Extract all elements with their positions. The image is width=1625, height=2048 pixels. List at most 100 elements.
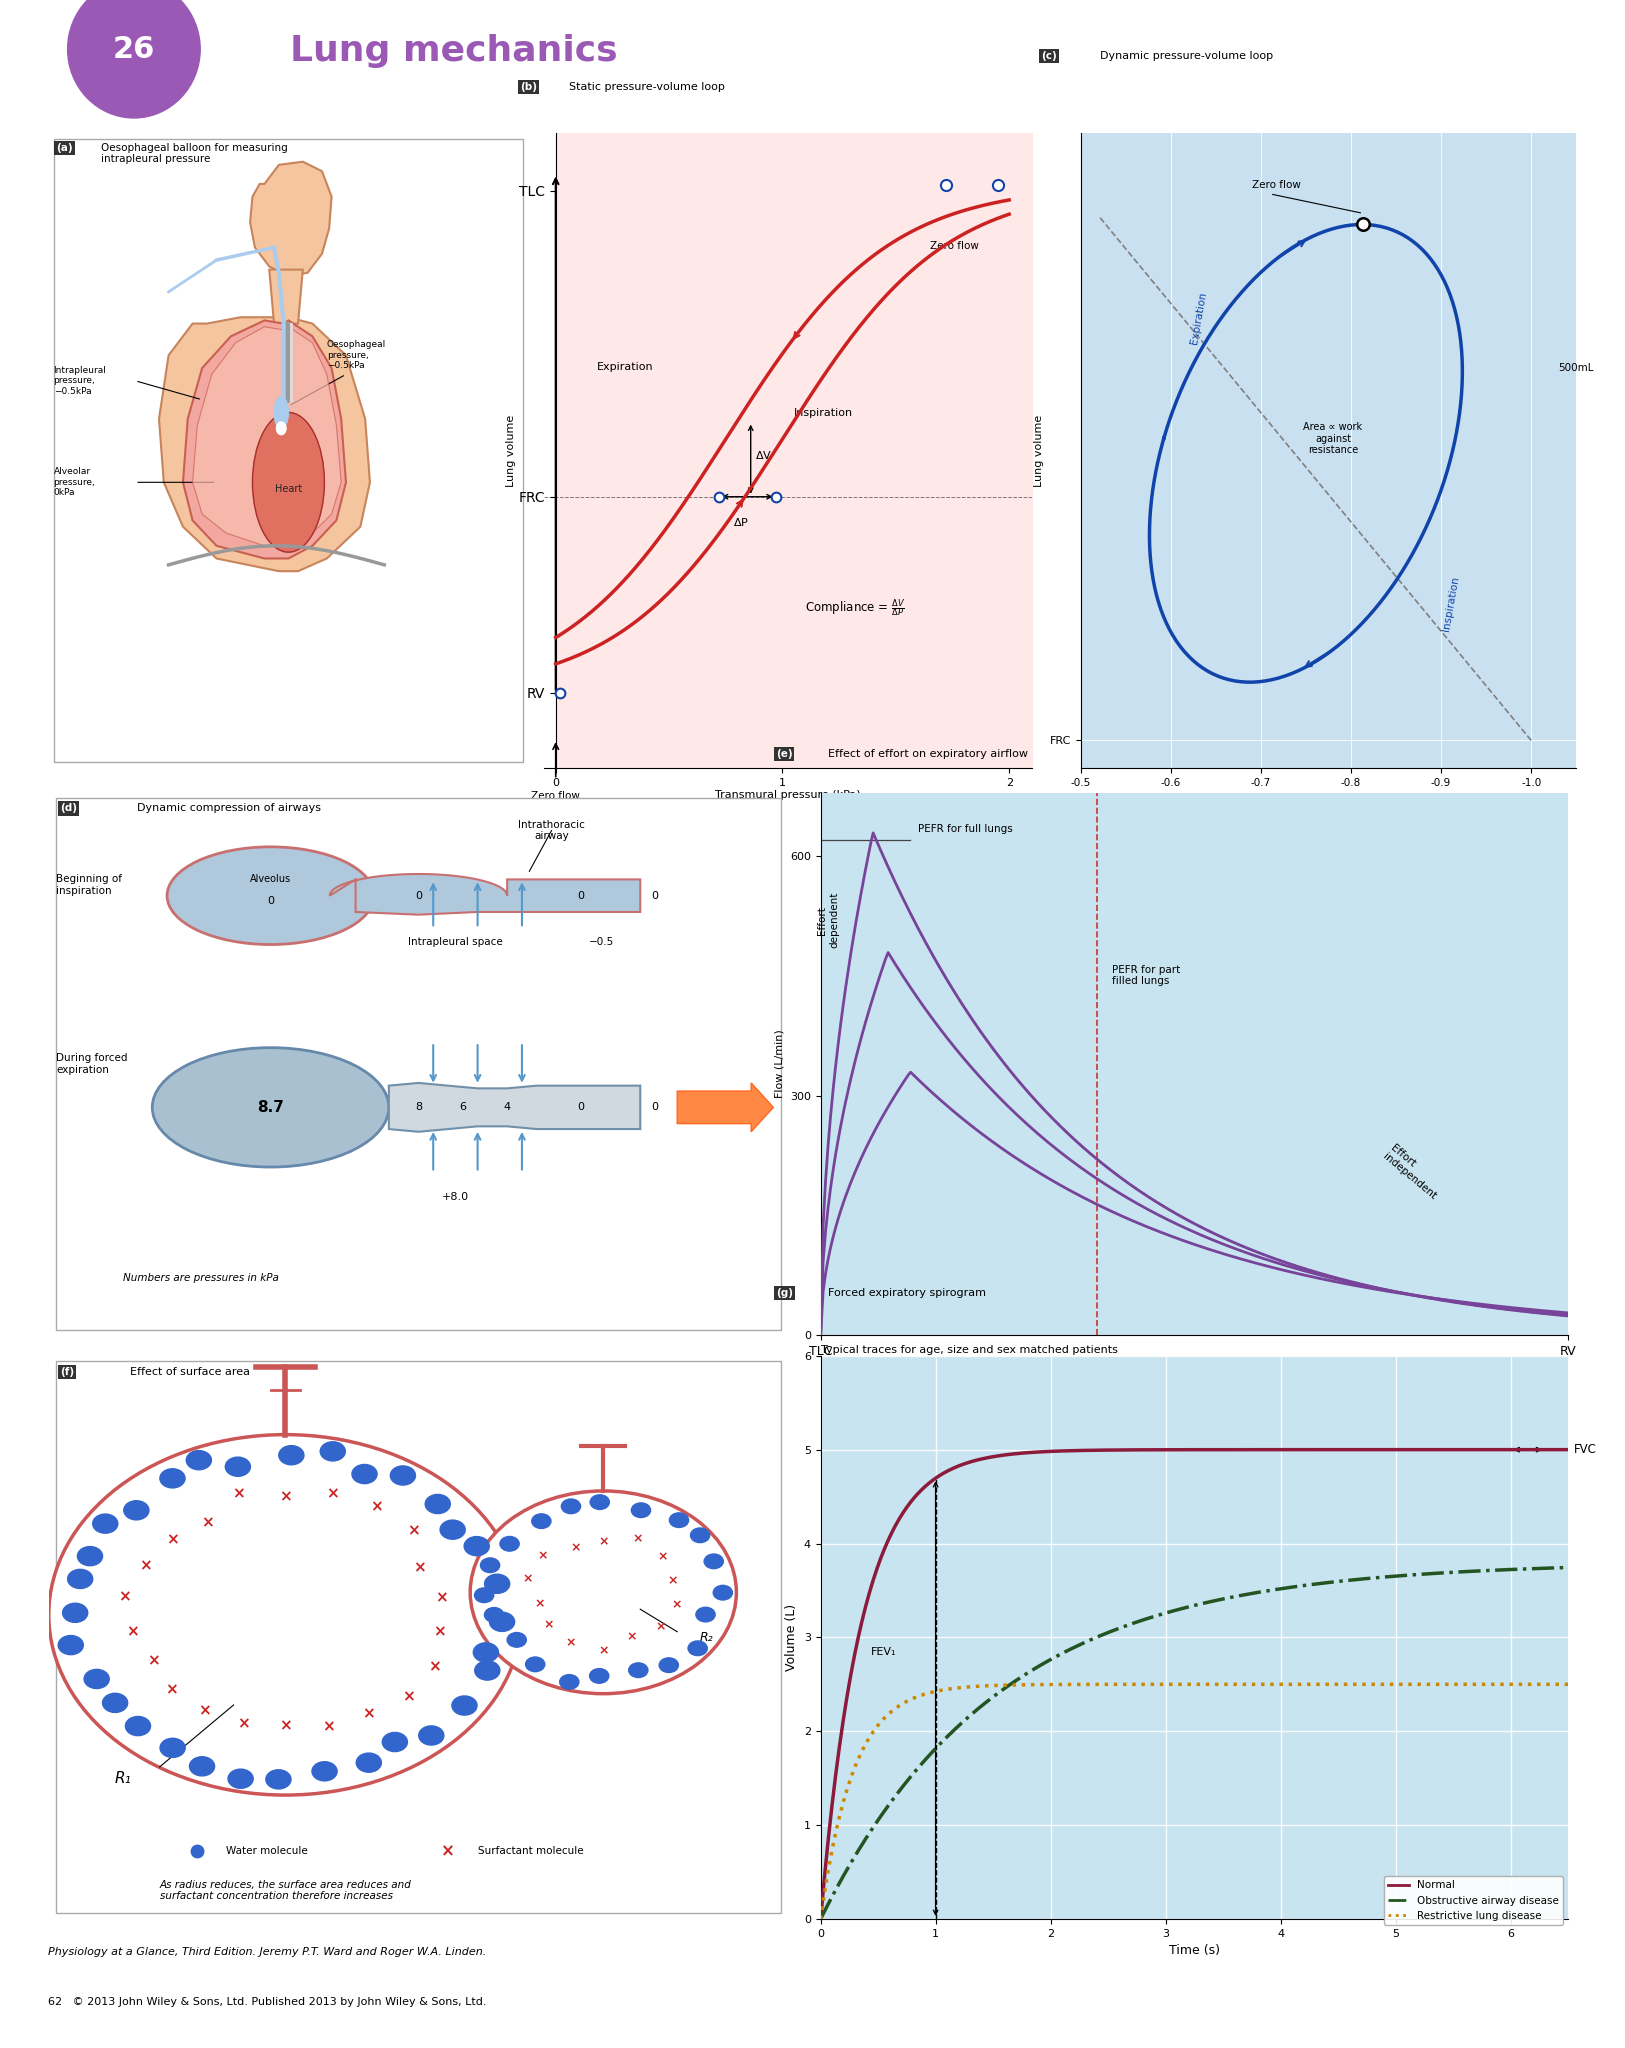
- Circle shape: [489, 1612, 515, 1632]
- Text: As radius reduces, the surface area reduces and
surfactant concentration therefo: As radius reduces, the surface area redu…: [159, 1880, 411, 1901]
- Y-axis label: Lung volume: Lung volume: [1034, 414, 1043, 487]
- Circle shape: [426, 1495, 450, 1513]
- Circle shape: [452, 1696, 478, 1714]
- Text: Area ∝ work
against
resistance: Area ∝ work against resistance: [1303, 422, 1362, 455]
- Text: (e): (e): [775, 750, 793, 760]
- Text: −0.5: −0.5: [588, 936, 614, 946]
- Ellipse shape: [252, 412, 325, 553]
- Text: ×: ×: [598, 1536, 608, 1548]
- Text: 0: 0: [414, 891, 422, 901]
- Text: $\Delta$V: $\Delta$V: [756, 449, 772, 461]
- Polygon shape: [184, 319, 346, 559]
- Text: Zero flow: Zero flow: [531, 791, 580, 801]
- Text: Lung mechanics: Lung mechanics: [289, 35, 618, 68]
- Text: ×: ×: [535, 1597, 546, 1610]
- Text: Intrapleural space: Intrapleural space: [408, 936, 502, 946]
- Circle shape: [280, 1446, 304, 1464]
- Circle shape: [691, 1528, 710, 1542]
- Text: Surfactant molecule: Surfactant molecule: [478, 1847, 583, 1855]
- Circle shape: [187, 1450, 211, 1470]
- Text: (g): (g): [775, 1288, 793, 1298]
- Text: Intrathoracic
airway: Intrathoracic airway: [518, 819, 585, 842]
- Text: Alveolar
pressure,
0kPa: Alveolar pressure, 0kPa: [54, 467, 96, 498]
- Text: Effect of surface area: Effect of surface area: [130, 1368, 250, 1376]
- Circle shape: [481, 1559, 500, 1573]
- Text: Effort
independent: Effort independent: [1381, 1143, 1446, 1202]
- Text: ×: ×: [566, 1636, 577, 1651]
- Text: 0: 0: [577, 891, 585, 901]
- Circle shape: [312, 1761, 336, 1782]
- Text: 0: 0: [266, 897, 275, 905]
- Text: 0: 0: [652, 1102, 658, 1112]
- Text: FVC: FVC: [1575, 1444, 1597, 1456]
- Text: ×: ×: [413, 1561, 426, 1575]
- Text: $\Delta$P: $\Delta$P: [733, 516, 749, 528]
- X-axis label: Time (s): Time (s): [1168, 1944, 1220, 1958]
- Text: ×: ×: [538, 1548, 548, 1563]
- Text: ×: ×: [544, 1618, 554, 1632]
- Circle shape: [320, 1442, 346, 1460]
- Text: Oesophageal balloon for measuring
intrapleural pressure: Oesophageal balloon for measuring intrap…: [101, 143, 288, 164]
- Circle shape: [507, 1632, 526, 1647]
- Circle shape: [124, 1501, 150, 1520]
- Circle shape: [500, 1536, 518, 1550]
- Text: 8: 8: [414, 1102, 422, 1112]
- Text: Dynamic pressure-volume loop: Dynamic pressure-volume loop: [1100, 51, 1274, 61]
- Text: ×: ×: [403, 1690, 416, 1704]
- Text: ×: ×: [406, 1524, 419, 1538]
- Circle shape: [590, 1669, 609, 1683]
- Circle shape: [632, 1503, 650, 1518]
- Circle shape: [473, 1642, 499, 1663]
- Text: (b): (b): [520, 82, 536, 92]
- Text: ×: ×: [237, 1716, 250, 1731]
- Text: ×: ×: [626, 1630, 637, 1642]
- Y-axis label: Lung volume: Lung volume: [505, 414, 515, 487]
- Circle shape: [190, 1757, 214, 1776]
- Circle shape: [276, 422, 286, 434]
- Ellipse shape: [153, 1049, 388, 1167]
- Text: ×: ×: [436, 1589, 448, 1606]
- Circle shape: [382, 1733, 408, 1751]
- Circle shape: [525, 1657, 544, 1671]
- Circle shape: [159, 1739, 185, 1757]
- Text: PEFR for full lungs: PEFR for full lungs: [918, 823, 1012, 834]
- X-axis label: Intrapleural pressure (kPa): Intrapleural pressure (kPa): [1254, 793, 1402, 803]
- Text: ×: ×: [125, 1624, 138, 1638]
- Text: Effort
dependent: Effort dependent: [817, 893, 838, 948]
- Text: ×: ×: [440, 1843, 455, 1860]
- Text: Inspiration: Inspiration: [1441, 575, 1461, 633]
- Text: ×: ×: [570, 1542, 580, 1554]
- Polygon shape: [330, 874, 640, 915]
- Text: ×: ×: [232, 1487, 245, 1501]
- Text: ×: ×: [362, 1706, 375, 1720]
- Text: 26: 26: [112, 35, 154, 63]
- Circle shape: [84, 1669, 109, 1688]
- Text: ×: ×: [166, 1532, 179, 1548]
- Text: (f): (f): [60, 1368, 75, 1376]
- Circle shape: [474, 1587, 494, 1602]
- Y-axis label: Flow (L/min): Flow (L/min): [775, 1030, 785, 1098]
- Circle shape: [470, 1491, 736, 1694]
- Text: ×: ×: [632, 1532, 642, 1544]
- Circle shape: [125, 1716, 151, 1735]
- Circle shape: [440, 1520, 465, 1540]
- Text: ×: ×: [202, 1516, 213, 1530]
- Text: 500mL: 500mL: [1558, 362, 1594, 373]
- Circle shape: [353, 1464, 377, 1483]
- Text: Zero flow: Zero flow: [1251, 180, 1300, 190]
- Circle shape: [561, 1499, 580, 1513]
- Text: Zero flow: Zero flow: [929, 240, 978, 250]
- Text: Oesophageal
pressure,
−0.5kPa: Oesophageal pressure, −0.5kPa: [327, 340, 387, 371]
- Text: Water molecule: Water molecule: [226, 1847, 309, 1855]
- Text: ×: ×: [322, 1718, 335, 1735]
- Text: Alveolus: Alveolus: [250, 874, 291, 885]
- Circle shape: [226, 1456, 250, 1477]
- Text: (d): (d): [60, 803, 76, 813]
- Polygon shape: [192, 328, 341, 545]
- Text: Expiration: Expiration: [596, 362, 653, 373]
- Text: 8.7: 8.7: [257, 1100, 284, 1114]
- Text: 0: 0: [652, 891, 658, 901]
- FancyArrow shape: [678, 1083, 774, 1133]
- Text: Dynamic compression of airways: Dynamic compression of airways: [138, 803, 322, 813]
- Circle shape: [696, 1608, 715, 1622]
